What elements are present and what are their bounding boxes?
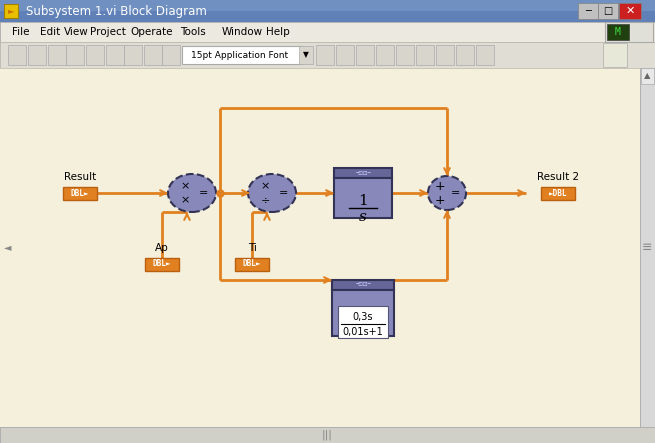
FancyBboxPatch shape xyxy=(8,45,26,65)
FancyBboxPatch shape xyxy=(396,45,414,65)
FancyBboxPatch shape xyxy=(476,45,494,65)
FancyBboxPatch shape xyxy=(603,43,627,67)
Text: ─⊡⊡─: ─⊡⊡─ xyxy=(355,171,371,175)
Text: □: □ xyxy=(603,6,612,16)
Text: Result: Result xyxy=(64,172,96,182)
Text: ✕: ✕ xyxy=(626,6,635,16)
Text: Subsystem 1.vi Block Diagram: Subsystem 1.vi Block Diagram xyxy=(26,4,207,18)
Text: ≡: ≡ xyxy=(642,241,652,253)
FancyBboxPatch shape xyxy=(162,45,180,65)
FancyBboxPatch shape xyxy=(106,45,124,65)
Text: Ti: Ti xyxy=(248,243,257,253)
Text: ×: × xyxy=(180,195,190,205)
Ellipse shape xyxy=(428,176,466,210)
FancyBboxPatch shape xyxy=(48,45,66,65)
FancyBboxPatch shape xyxy=(0,427,655,443)
Text: Project: Project xyxy=(90,27,126,37)
FancyBboxPatch shape xyxy=(598,3,618,19)
Text: ─⊡⊡─: ─⊡⊡─ xyxy=(355,283,371,288)
Text: Tools: Tools xyxy=(180,27,206,37)
FancyBboxPatch shape xyxy=(334,178,392,218)
Text: Ap: Ap xyxy=(155,243,169,253)
FancyBboxPatch shape xyxy=(456,45,474,65)
Text: =: = xyxy=(451,188,460,198)
FancyBboxPatch shape xyxy=(607,24,629,40)
Text: Edit: Edit xyxy=(40,27,60,37)
Text: s: s xyxy=(359,210,367,224)
Text: ×: × xyxy=(260,181,270,191)
FancyBboxPatch shape xyxy=(299,46,313,64)
FancyBboxPatch shape xyxy=(0,22,655,42)
Text: View: View xyxy=(64,27,88,37)
FancyBboxPatch shape xyxy=(641,68,654,84)
FancyBboxPatch shape xyxy=(338,306,388,338)
Text: 0,01s+1: 0,01s+1 xyxy=(343,327,383,337)
FancyBboxPatch shape xyxy=(144,45,162,65)
FancyBboxPatch shape xyxy=(0,68,640,427)
Text: =: = xyxy=(279,188,289,198)
FancyBboxPatch shape xyxy=(541,187,575,200)
Text: 1: 1 xyxy=(358,194,368,208)
FancyBboxPatch shape xyxy=(235,258,269,271)
FancyBboxPatch shape xyxy=(334,168,392,178)
Text: ►DBL: ►DBL xyxy=(549,189,567,198)
Text: 15pt Application Font: 15pt Application Font xyxy=(191,51,289,59)
Text: M: M xyxy=(615,27,621,37)
FancyBboxPatch shape xyxy=(332,280,394,290)
FancyBboxPatch shape xyxy=(0,0,655,22)
FancyBboxPatch shape xyxy=(124,45,142,65)
Text: +: + xyxy=(435,194,445,206)
FancyBboxPatch shape xyxy=(0,0,655,11)
FancyBboxPatch shape xyxy=(578,3,598,19)
Text: Result 2: Result 2 xyxy=(537,172,579,182)
FancyBboxPatch shape xyxy=(66,45,84,65)
FancyBboxPatch shape xyxy=(356,45,374,65)
Text: ▼: ▼ xyxy=(303,51,309,59)
Text: Window: Window xyxy=(222,27,263,37)
FancyBboxPatch shape xyxy=(336,45,354,65)
FancyBboxPatch shape xyxy=(145,258,179,271)
Text: Operate: Operate xyxy=(130,27,172,37)
Text: ▲: ▲ xyxy=(644,71,650,81)
Text: 0,3s: 0,3s xyxy=(353,312,373,322)
FancyBboxPatch shape xyxy=(182,46,302,64)
FancyBboxPatch shape xyxy=(605,22,653,42)
FancyBboxPatch shape xyxy=(332,290,394,336)
Text: DBL►: DBL► xyxy=(243,260,261,268)
FancyBboxPatch shape xyxy=(4,4,18,18)
Text: ◄: ◄ xyxy=(4,242,12,252)
Text: +: + xyxy=(435,179,445,193)
Text: ►: ► xyxy=(8,7,14,16)
Text: DBL►: DBL► xyxy=(71,189,89,198)
FancyBboxPatch shape xyxy=(640,68,655,427)
FancyBboxPatch shape xyxy=(436,45,454,65)
Ellipse shape xyxy=(168,174,216,212)
FancyBboxPatch shape xyxy=(376,45,394,65)
FancyBboxPatch shape xyxy=(28,45,46,65)
FancyBboxPatch shape xyxy=(63,187,97,200)
FancyBboxPatch shape xyxy=(619,3,641,19)
Text: ×: × xyxy=(180,181,190,191)
Text: ÷: ÷ xyxy=(260,195,270,205)
Text: DBL►: DBL► xyxy=(153,260,171,268)
Text: ─: ─ xyxy=(585,6,591,16)
Text: =: = xyxy=(199,188,209,198)
Ellipse shape xyxy=(248,174,296,212)
Text: |||: ||| xyxy=(322,430,333,440)
Text: Help: Help xyxy=(266,27,290,37)
FancyBboxPatch shape xyxy=(416,45,434,65)
FancyBboxPatch shape xyxy=(316,45,334,65)
FancyBboxPatch shape xyxy=(86,45,104,65)
Text: File: File xyxy=(12,27,29,37)
FancyBboxPatch shape xyxy=(0,42,655,68)
